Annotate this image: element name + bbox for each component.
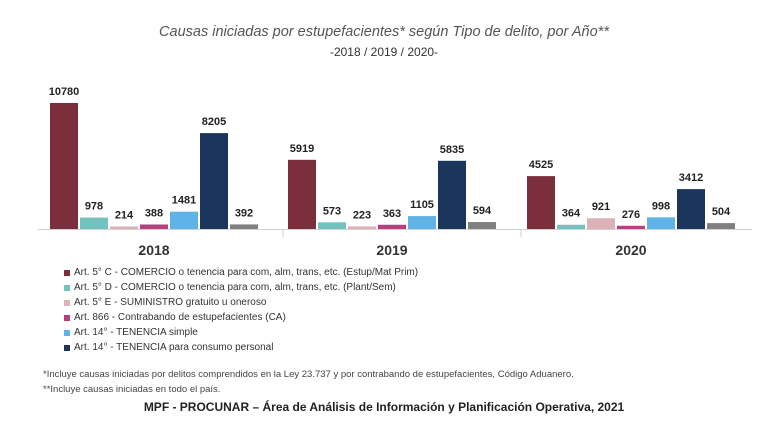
data-label: 5919 — [290, 143, 314, 155]
legend-item: Art. 866 - Contrabando de estupefaciente… — [64, 310, 418, 325]
bar-2019-series-1 — [288, 159, 316, 229]
bar-2018-series-7 — [230, 224, 258, 229]
bar-2018-series-4 — [140, 224, 168, 229]
bar-2018-series-2 — [80, 217, 108, 229]
data-label: 392 — [235, 207, 253, 219]
legend-item: Art. 5° D - COMERCIO o tenencia para com… — [64, 280, 418, 295]
data-label: 594 — [473, 205, 492, 217]
data-label: 8205 — [202, 116, 226, 128]
legend-swatch — [64, 314, 70, 321]
bar-2019-series-4 — [378, 224, 406, 229]
data-label: 363 — [383, 208, 401, 220]
legend: Art. 5° C - COMERCIO o tenencia para com… — [64, 265, 418, 355]
bar-2019-series-3 — [348, 226, 376, 229]
data-label: 573 — [323, 205, 341, 217]
legend-swatch — [64, 344, 70, 351]
data-label: 276 — [622, 209, 640, 221]
data-label: 223 — [353, 209, 371, 221]
chart-title: Causas iniciadas por estupefacientes* se… — [159, 24, 609, 40]
legend-item: Art. 5° E - SUMINISTRO gratuito u oneros… — [64, 295, 418, 310]
bar-2019-series-7 — [468, 222, 496, 229]
data-label: 998 — [652, 200, 670, 212]
data-label: 504 — [712, 206, 731, 218]
bar-2020-series-6 — [677, 189, 705, 229]
data-label: 921 — [592, 201, 610, 213]
data-label: 10780 — [49, 86, 80, 98]
footnote-1: *Incluye causas iniciadas por delitos co… — [43, 369, 574, 380]
bar-2019-series-6 — [438, 160, 466, 229]
data-label: 364 — [562, 208, 581, 220]
data-label: 1481 — [172, 195, 196, 207]
bar-2020-series-5 — [647, 217, 675, 229]
legend-label: Art. 5° C - COMERCIO o tenencia para com… — [74, 267, 419, 278]
data-label: 978 — [85, 201, 103, 213]
data-label: 1105 — [410, 199, 434, 211]
legend-swatch — [64, 284, 70, 291]
legend-label: Art. 14° - TENENCIA para consumo persona… — [74, 342, 274, 353]
legend-label: Art. 14° - TENENCIA simple — [74, 327, 198, 338]
legend-swatch — [64, 269, 70, 276]
bar-2020-series-4 — [617, 225, 645, 229]
legend-label: Art. 866 - Contrabando de estupefaciente… — [74, 312, 286, 323]
x-tick-label: 2020 — [615, 242, 646, 258]
legend-item: Art. 14° - TENENCIA para consumo persona… — [64, 340, 418, 355]
legend-swatch — [64, 329, 70, 336]
data-label: 214 — [115, 209, 134, 221]
bar-2018-series-6 — [200, 133, 228, 229]
legend-label: Art. 5° D - COMERCIO o tenencia para com… — [74, 282, 396, 293]
bar-2020-series-2 — [557, 224, 585, 229]
data-label: 3412 — [679, 172, 703, 184]
bar-2019-series-2 — [318, 222, 346, 229]
x-tick-label: 2018 — [138, 242, 169, 258]
bar-2018-series-3 — [110, 226, 138, 229]
legend-item: Art. 5° C - COMERCIO o tenencia para com… — [64, 265, 418, 280]
footnote-2: **Incluye causas iniciadas en todo el pa… — [43, 384, 221, 395]
legend-item: Art. 14° - TENENCIA simple — [64, 325, 418, 340]
data-label: 4525 — [529, 159, 553, 171]
legend-swatch — [64, 299, 70, 306]
bar-2019-series-5 — [408, 216, 436, 229]
legend-label: Art. 5° E - SUMINISTRO gratuito u oneros… — [74, 297, 267, 308]
data-label: 5835 — [440, 144, 464, 156]
bar-2020-series-7 — [707, 223, 735, 229]
x-tick-label: 2019 — [376, 242, 407, 258]
bar-chart: 10780 978 214 388 1481 8205 392 2018 5919 573 223 3… — [38, 86, 752, 258]
data-label: 388 — [145, 207, 163, 219]
bar-2020-series-3 — [587, 218, 615, 229]
chart-subtitle: -2018 / 2019 / 2020- — [329, 45, 439, 59]
source-credit: MPF - PROCUNAR – Área de Análisis de Inf… — [143, 400, 625, 414]
bar-2018-series-1 — [50, 103, 78, 229]
bar-2018-series-5 — [170, 211, 198, 229]
bar-2020-series-1 — [527, 176, 555, 229]
